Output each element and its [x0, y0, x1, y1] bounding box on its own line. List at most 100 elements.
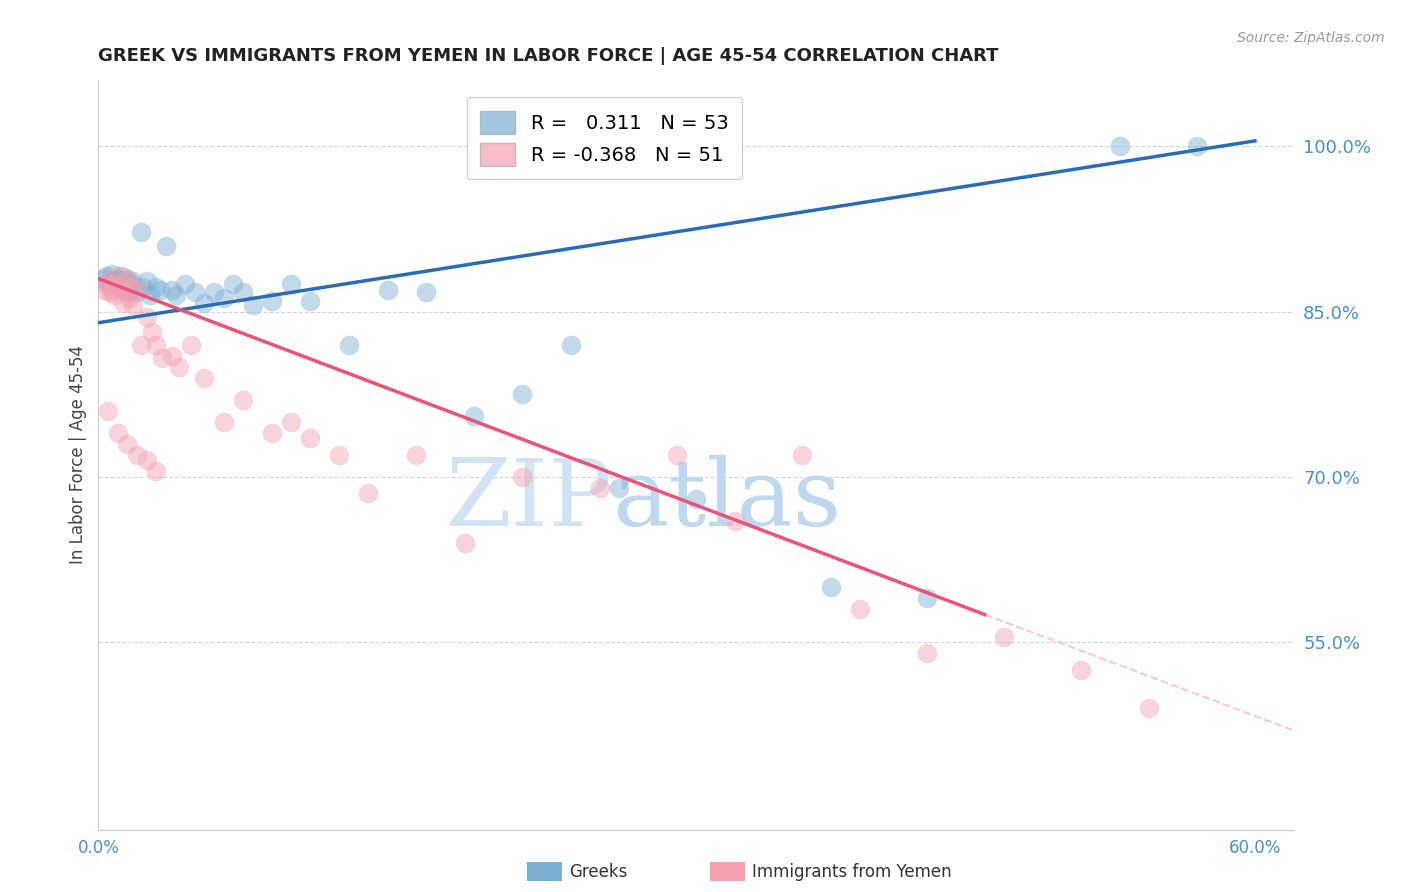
Point — [98, 274, 121, 288]
Point — [97, 404, 120, 418]
Point — [135, 453, 157, 467]
Point — [357, 486, 380, 500]
Point — [723, 514, 745, 528]
Point — [377, 283, 399, 297]
Point — [93, 271, 115, 285]
Point — [129, 337, 152, 351]
Point — [110, 269, 132, 284]
Point — [1185, 139, 1208, 153]
Point — [155, 238, 177, 252]
Point — [820, 580, 842, 594]
Point — [212, 415, 235, 429]
Point — [120, 280, 142, 294]
Text: GREEK VS IMMIGRANTS FROM YEMEN IN LABOR FORCE | AGE 45-54 CORRELATION CHART: GREEK VS IMMIGRANTS FROM YEMEN IN LABOR … — [98, 47, 998, 65]
Point — [512, 387, 534, 401]
Point — [193, 371, 215, 385]
Point — [917, 646, 939, 660]
Point — [125, 285, 148, 299]
Point — [165, 288, 187, 302]
Point — [139, 288, 162, 302]
Point — [665, 448, 688, 462]
Point — [122, 298, 145, 312]
Point — [260, 425, 283, 440]
Point — [202, 285, 225, 299]
Point — [117, 271, 139, 285]
Point — [212, 292, 235, 306]
Point — [299, 293, 322, 308]
Point — [107, 425, 129, 440]
Point — [103, 274, 125, 288]
Point — [112, 296, 135, 310]
Point — [135, 310, 157, 325]
Text: Greeks: Greeks — [569, 863, 628, 881]
Point — [232, 285, 254, 299]
Point — [117, 271, 139, 285]
Point — [180, 337, 202, 351]
Point — [112, 275, 135, 289]
Point — [94, 269, 117, 284]
Text: ZIP: ZIP — [446, 455, 613, 545]
Y-axis label: In Labor Force | Age 45-54: In Labor Force | Age 45-54 — [69, 345, 87, 565]
Point — [560, 337, 582, 351]
Point — [280, 415, 302, 429]
Point — [122, 274, 145, 288]
Point — [193, 296, 215, 310]
Point — [101, 267, 124, 281]
Point — [260, 293, 283, 308]
Point — [103, 276, 125, 290]
Point — [299, 431, 322, 445]
Point — [135, 274, 157, 288]
Point — [849, 602, 872, 616]
Point — [132, 280, 155, 294]
Point — [145, 337, 167, 351]
Text: atlas: atlas — [613, 455, 842, 545]
Point — [98, 285, 121, 299]
Point — [145, 280, 167, 294]
Point — [790, 448, 813, 462]
Point — [108, 277, 131, 292]
Point — [97, 274, 120, 288]
Point — [607, 481, 630, 495]
Point — [588, 481, 610, 495]
Point — [110, 277, 132, 292]
Legend: R =   0.311   N = 53, R = -0.368   N = 51: R = 0.311 N = 53, R = -0.368 N = 51 — [467, 97, 742, 179]
Point — [463, 409, 485, 424]
Point — [104, 280, 127, 294]
Point — [512, 470, 534, 484]
Point — [94, 277, 117, 292]
Point — [1070, 663, 1092, 677]
Point — [114, 283, 136, 297]
Point — [1109, 139, 1132, 153]
Point — [118, 285, 141, 299]
Point — [120, 277, 142, 292]
Point — [160, 283, 183, 297]
Point — [160, 349, 183, 363]
Text: Immigrants from Yemen: Immigrants from Yemen — [752, 863, 952, 881]
Text: Source: ZipAtlas.com: Source: ZipAtlas.com — [1237, 31, 1385, 45]
Point — [169, 359, 191, 374]
Point — [104, 271, 127, 285]
Point — [141, 325, 163, 339]
Point — [993, 630, 1015, 644]
Point — [125, 283, 148, 297]
Point — [125, 448, 148, 462]
Point — [110, 279, 132, 293]
Point — [117, 277, 139, 292]
Point — [405, 448, 427, 462]
Point — [685, 491, 707, 506]
Point — [101, 283, 124, 297]
Point — [107, 280, 129, 294]
Point — [118, 292, 141, 306]
Point — [174, 277, 197, 292]
Point — [150, 351, 173, 365]
Point — [232, 392, 254, 407]
Point — [337, 337, 360, 351]
Point — [117, 437, 139, 451]
Point — [222, 277, 245, 292]
Point — [103, 288, 125, 302]
Point — [242, 298, 264, 312]
Point — [1137, 701, 1160, 715]
Point — [107, 269, 129, 284]
Point — [93, 283, 115, 297]
Point — [453, 536, 475, 550]
